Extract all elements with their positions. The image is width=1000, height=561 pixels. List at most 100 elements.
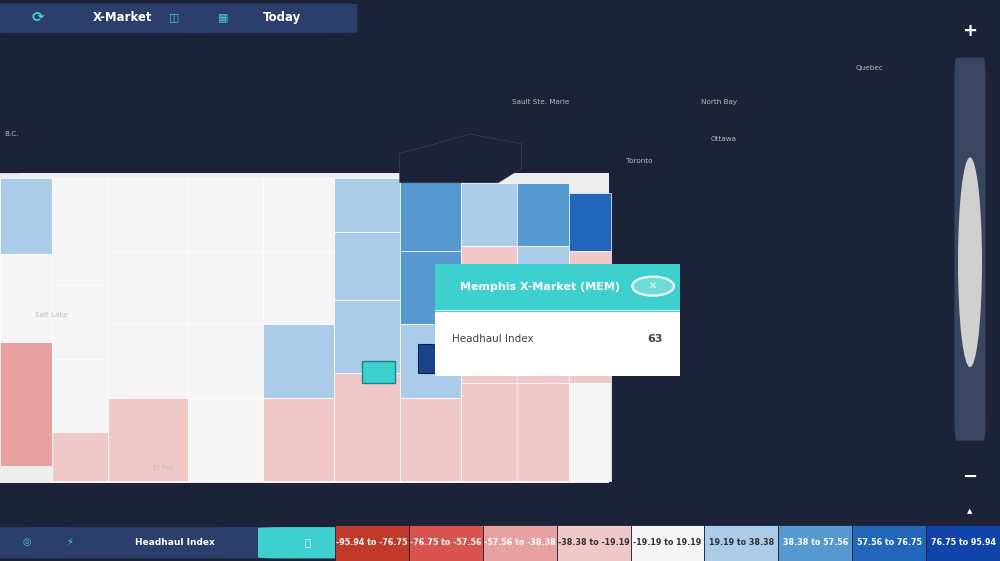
- FancyBboxPatch shape: [428, 260, 687, 312]
- Text: El Pas.: El Pas.: [153, 466, 176, 471]
- FancyBboxPatch shape: [258, 527, 356, 558]
- Bar: [362, 361, 395, 383]
- Bar: [188, 178, 263, 251]
- Bar: [108, 324, 188, 398]
- Bar: [926, 525, 1000, 561]
- Bar: [409, 525, 483, 561]
- Text: Today: Today: [263, 11, 301, 24]
- FancyBboxPatch shape: [0, 3, 221, 33]
- Bar: [517, 183, 569, 246]
- Polygon shape: [540, 376, 560, 392]
- Text: Headhaul Index: Headhaul Index: [135, 537, 215, 546]
- FancyBboxPatch shape: [435, 260, 687, 384]
- Polygon shape: [564, 36, 940, 168]
- Bar: [52, 178, 108, 286]
- Text: ▦: ▦: [218, 12, 229, 22]
- Text: −: −: [962, 468, 978, 486]
- Bar: [263, 251, 334, 324]
- Bar: [704, 525, 778, 561]
- Bar: [569, 383, 611, 481]
- Bar: [461, 246, 517, 315]
- Text: -76.75 to -57.56: -76.75 to -57.56: [410, 537, 482, 546]
- Text: ◎: ◎: [23, 537, 31, 547]
- Text: +: +: [962, 22, 978, 40]
- Bar: [569, 192, 611, 251]
- Circle shape: [958, 158, 982, 367]
- Bar: [418, 344, 446, 373]
- Text: Sault Ste. Marie: Sault Ste. Marie: [512, 99, 569, 105]
- Text: X-Market: X-Market: [92, 11, 152, 24]
- Bar: [52, 358, 108, 432]
- Bar: [569, 315, 611, 383]
- Text: ▲: ▲: [967, 508, 973, 514]
- Bar: [517, 315, 569, 383]
- Bar: [435, 292, 680, 309]
- FancyBboxPatch shape: [954, 58, 986, 440]
- Bar: [400, 398, 461, 481]
- Text: 63: 63: [647, 334, 663, 344]
- Polygon shape: [0, 483, 263, 525]
- Text: -38.38 to -19.19: -38.38 to -19.19: [558, 537, 629, 546]
- Bar: [334, 178, 400, 232]
- Bar: [631, 525, 704, 561]
- Bar: [263, 398, 334, 481]
- Bar: [569, 251, 611, 315]
- Text: Toronto: Toronto: [626, 158, 652, 164]
- Text: Memphis X-Market (MEM): Memphis X-Market (MEM): [460, 282, 620, 292]
- Bar: [263, 324, 334, 398]
- Bar: [108, 398, 188, 481]
- Text: 57.56 to 76.75: 57.56 to 76.75: [857, 537, 922, 546]
- Text: ☁: ☁: [258, 537, 268, 547]
- Bar: [517, 383, 569, 481]
- Bar: [400, 251, 461, 324]
- Bar: [52, 286, 108, 358]
- Bar: [557, 525, 631, 561]
- Text: ⟳: ⟳: [31, 10, 44, 25]
- Text: Quebec: Quebec: [856, 65, 883, 71]
- Text: -95.94 to -76.75: -95.94 to -76.75: [336, 537, 408, 546]
- Bar: [461, 383, 517, 481]
- Bar: [400, 324, 461, 398]
- Text: Headhaul Index: Headhaul Index: [452, 334, 534, 344]
- FancyBboxPatch shape: [0, 527, 76, 558]
- Text: Salt Lake: Salt Lake: [35, 312, 68, 318]
- FancyBboxPatch shape: [214, 527, 312, 558]
- Polygon shape: [400, 134, 522, 183]
- Bar: [334, 373, 400, 481]
- Bar: [335, 525, 409, 561]
- Polygon shape: [263, 483, 611, 525]
- Bar: [108, 178, 188, 251]
- Bar: [461, 315, 517, 383]
- Bar: [52, 432, 108, 481]
- Bar: [108, 251, 188, 324]
- Bar: [0, 254, 52, 342]
- Bar: [400, 178, 461, 251]
- FancyBboxPatch shape: [22, 527, 267, 558]
- Text: ✕: ✕: [649, 281, 657, 291]
- Polygon shape: [609, 168, 940, 483]
- Bar: [0, 342, 52, 466]
- Bar: [188, 324, 263, 398]
- Bar: [0, 178, 52, 254]
- Circle shape: [632, 277, 674, 296]
- Bar: [334, 300, 400, 373]
- Bar: [334, 232, 400, 300]
- Bar: [778, 525, 852, 561]
- Bar: [461, 183, 517, 246]
- Bar: [263, 178, 334, 251]
- Text: -57.56 to -38.38: -57.56 to -38.38: [484, 537, 556, 546]
- Text: ⓘ: ⓘ: [304, 537, 310, 547]
- Text: ⚡: ⚡: [67, 537, 73, 547]
- Text: B.C.: B.C.: [4, 131, 19, 137]
- Text: North Bay: North Bay: [701, 99, 737, 105]
- Bar: [517, 246, 569, 315]
- Polygon shape: [0, 36, 38, 173]
- Text: ◫: ◫: [169, 12, 179, 22]
- Text: 76.75 to 95.94: 76.75 to 95.94: [931, 537, 996, 546]
- Bar: [188, 398, 263, 481]
- Bar: [188, 251, 263, 324]
- Bar: [483, 525, 557, 561]
- Text: 38.38 to 57.56: 38.38 to 57.56: [783, 537, 848, 546]
- Bar: [0, 173, 630, 483]
- FancyBboxPatch shape: [174, 3, 357, 33]
